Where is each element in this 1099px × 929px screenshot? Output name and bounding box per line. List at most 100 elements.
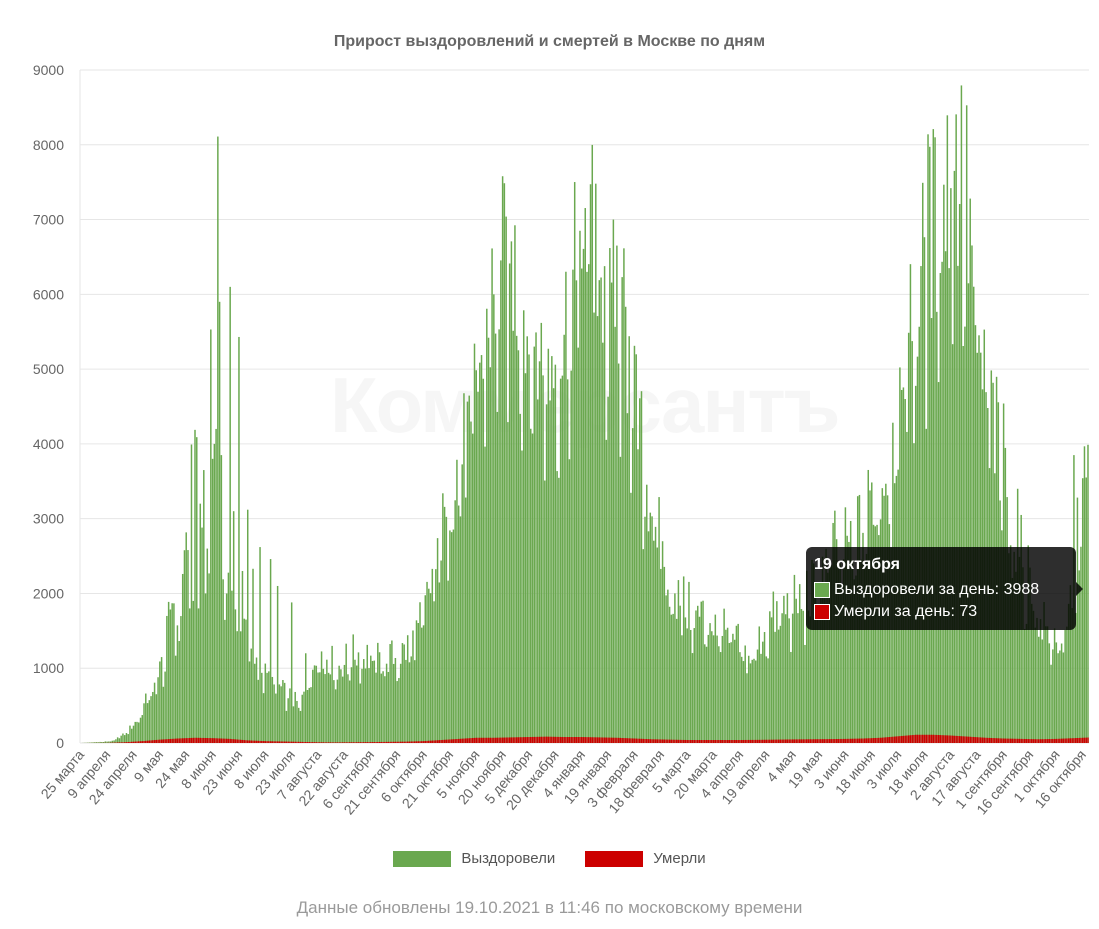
bar-died <box>575 737 578 743</box>
bar-recovered <box>770 617 773 743</box>
bar-died <box>450 739 453 743</box>
bar-died <box>512 737 514 743</box>
bar-recovered <box>472 433 474 743</box>
bar-died <box>1001 738 1003 743</box>
bar-recovered <box>410 656 412 743</box>
bar-recovered <box>530 428 532 743</box>
bar-died <box>403 741 405 743</box>
bar-recovered <box>763 632 766 743</box>
bar-died <box>760 739 762 743</box>
bar-died <box>519 737 521 743</box>
bar-died <box>1002 738 1005 743</box>
bar-died <box>278 741 281 743</box>
bar-died <box>941 735 943 743</box>
bar-recovered <box>941 261 943 743</box>
bar-recovered <box>684 617 687 743</box>
bar-recovered <box>654 526 657 743</box>
bar-died <box>834 739 836 743</box>
bar-died <box>329 742 332 743</box>
bar-died <box>936 734 938 743</box>
bar-recovered <box>438 582 441 743</box>
bar-recovered <box>315 665 318 743</box>
bar-died <box>1053 738 1056 743</box>
bar-died <box>1060 738 1063 743</box>
footer-updated: Данные обновлены 19.10.2021 в 11:46 по м… <box>296 898 803 917</box>
bar-died <box>162 739 165 743</box>
bar-died <box>317 742 319 743</box>
bar-died <box>987 737 989 743</box>
bar-died <box>582 737 585 743</box>
bar-recovered <box>823 591 826 743</box>
bar-died <box>500 737 502 743</box>
bar-recovered <box>429 593 432 743</box>
bar-recovered <box>255 657 258 743</box>
bar-died <box>246 740 249 743</box>
bar-died <box>350 742 353 743</box>
bar-died <box>522 737 525 743</box>
bar-died <box>373 742 376 743</box>
bar-died <box>396 741 398 743</box>
bar-recovered <box>489 367 492 743</box>
bar-died <box>943 735 945 743</box>
bar-recovered <box>749 663 752 743</box>
bar-recovered <box>229 286 231 743</box>
bar-recovered <box>674 593 676 743</box>
bar-recovered <box>610 282 613 743</box>
bar-recovered <box>333 680 335 743</box>
bar-died <box>514 737 516 743</box>
bar-died <box>1073 738 1075 743</box>
bar-died <box>282 741 284 743</box>
bar-recovered <box>164 671 166 743</box>
bar-died <box>501 737 504 743</box>
bar-recovered <box>888 524 891 743</box>
bar-recovered <box>790 651 792 743</box>
bar-died <box>922 734 924 743</box>
bar-recovered <box>572 269 574 743</box>
bar-recovered <box>586 271 588 743</box>
bar-died <box>653 739 655 743</box>
bar-died <box>856 738 859 743</box>
bar-recovered <box>672 613 674 743</box>
bar-died <box>138 741 140 743</box>
bar-recovered <box>647 531 650 743</box>
bar-recovered <box>805 570 808 743</box>
bar-recovered <box>426 581 428 743</box>
bar-died <box>721 740 724 743</box>
bar-recovered <box>104 741 107 743</box>
bar-recovered <box>609 248 611 743</box>
bar-recovered <box>1013 551 1015 743</box>
bar-died <box>1048 739 1051 743</box>
bar-died <box>656 739 659 743</box>
bar-recovered <box>1001 530 1003 743</box>
legend-item-recovered[interactable]: Выздоровели <box>393 850 555 867</box>
bar-died <box>457 738 460 743</box>
bar-recovered <box>334 689 337 743</box>
bar-recovered <box>479 362 481 743</box>
bar-recovered <box>950 188 952 743</box>
bar-recovered <box>556 471 558 743</box>
bar-recovered <box>354 659 356 743</box>
bar-recovered <box>457 505 460 743</box>
bar-recovered <box>558 477 560 743</box>
legend-item-died[interactable]: Умерли <box>585 850 706 867</box>
bar-recovered <box>187 550 189 743</box>
bar-recovered <box>211 458 214 743</box>
bar-recovered <box>289 688 291 743</box>
bar-recovered <box>238 336 240 743</box>
bar-recovered <box>779 625 782 743</box>
bar-recovered <box>695 610 697 743</box>
bar-died <box>772 739 775 743</box>
bar-recovered <box>380 673 383 743</box>
bar-recovered <box>596 316 599 743</box>
bar-recovered <box>174 655 177 743</box>
bar-recovered <box>967 283 970 743</box>
bar-died <box>464 738 467 743</box>
bar-died <box>129 741 131 743</box>
bar-died <box>1020 738 1022 743</box>
bar-recovered <box>141 715 144 743</box>
bar-recovered <box>791 613 794 743</box>
bar-recovered <box>649 512 652 743</box>
bar-died <box>758 739 761 743</box>
bar-recovered <box>190 444 193 743</box>
bar-recovered <box>127 734 129 743</box>
